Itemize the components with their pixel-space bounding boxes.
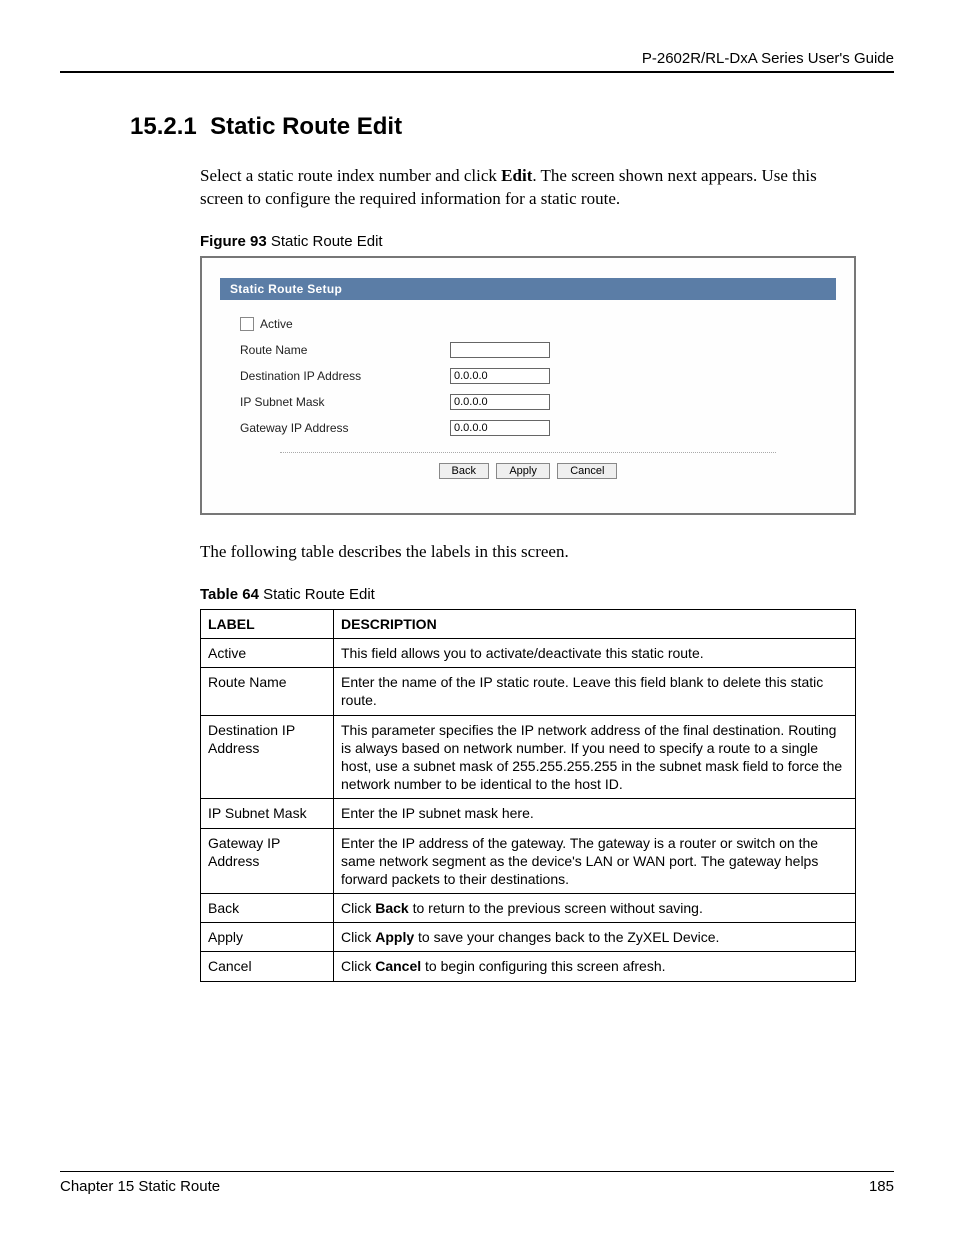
- description-table: LABEL DESCRIPTION Active This field allo…: [200, 609, 856, 982]
- table-row: IP Subnet Mask Enter the IP subnet mask …: [201, 799, 856, 828]
- table-row: Cancel Click Cancel to begin configuring…: [201, 952, 856, 981]
- cell-desc: Enter the IP address of the gateway. The…: [334, 828, 856, 894]
- figure-number: Figure 93: [200, 233, 267, 250]
- cell-desc: Enter the IP subnet mask here.: [334, 799, 856, 828]
- header-guide-title: P-2602R/RL-DxA Series User's Guide: [60, 50, 894, 73]
- table-caption: Table 64 Static Route Edit: [200, 586, 894, 603]
- table-row: Active This field allows you to activate…: [201, 639, 856, 668]
- table-header-row: LABEL DESCRIPTION: [201, 609, 856, 638]
- route-name-input[interactable]: [450, 342, 550, 358]
- table-row: Destination IP Address This parameter sp…: [201, 715, 856, 799]
- th-description: DESCRIPTION: [334, 609, 856, 638]
- footer-page-number: 185: [869, 1178, 894, 1195]
- intro-before: Select a static route index number and c…: [200, 166, 501, 185]
- back-button[interactable]: Back: [439, 463, 489, 479]
- panel-body: Active Route Name Destination IP Address…: [220, 300, 836, 489]
- cell-desc: Click Apply to save your changes back to…: [334, 923, 856, 952]
- figure-screenshot: Static Route Setup Active Route Name Des…: [200, 256, 856, 515]
- subnet-label: IP Subnet Mask: [240, 395, 450, 409]
- row-route-name: Route Name: [240, 340, 816, 360]
- gateway-label: Gateway IP Address: [240, 421, 450, 435]
- cell-desc: Enter the name of the IP static route. L…: [334, 668, 856, 715]
- cell-label: Active: [201, 639, 334, 668]
- cell-label: Apply: [201, 923, 334, 952]
- subnet-input[interactable]: [450, 394, 550, 410]
- panel-title: Static Route Setup: [220, 278, 836, 300]
- th-label: LABEL: [201, 609, 334, 638]
- table-row: Apply Click Apply to save your changes b…: [201, 923, 856, 952]
- cell-label: Back: [201, 894, 334, 923]
- table-title: Static Route Edit: [259, 586, 375, 603]
- row-dest-ip: Destination IP Address: [240, 366, 816, 386]
- button-row: Back Apply Cancel: [240, 463, 816, 479]
- table-number: Table 64: [200, 586, 259, 603]
- row-subnet: IP Subnet Mask: [240, 392, 816, 412]
- cancel-button[interactable]: Cancel: [557, 463, 617, 479]
- footer: Chapter 15 Static Route 185: [60, 1171, 894, 1195]
- row-gateway: Gateway IP Address: [240, 418, 816, 438]
- intro-paragraph: Select a static route index number and c…: [200, 165, 860, 211]
- section-heading: 15.2.1 Static Route Edit: [130, 113, 894, 141]
- cell-label: Gateway IP Address: [201, 828, 334, 894]
- row-active: Active: [240, 314, 816, 334]
- cell-label: IP Subnet Mask: [201, 799, 334, 828]
- figure-title: Static Route Edit: [267, 233, 383, 250]
- cell-label: Destination IP Address: [201, 715, 334, 799]
- cell-desc: This field allows you to activate/deacti…: [334, 639, 856, 668]
- footer-chapter: Chapter 15 Static Route: [60, 1178, 220, 1195]
- active-label: Active: [260, 317, 293, 331]
- section-number: 15.2.1: [130, 113, 197, 140]
- dest-ip-input[interactable]: [450, 368, 550, 384]
- apply-button[interactable]: Apply: [496, 463, 550, 479]
- cell-desc: Click Cancel to begin configuring this s…: [334, 952, 856, 981]
- active-checkbox[interactable]: [240, 317, 254, 331]
- cell-label: Cancel: [201, 952, 334, 981]
- dest-ip-label: Destination IP Address: [240, 369, 450, 383]
- table-row: Back Click Back to return to the previou…: [201, 894, 856, 923]
- separator: [280, 452, 776, 453]
- cell-label: Route Name: [201, 668, 334, 715]
- cell-desc: This parameter specifies the IP network …: [334, 715, 856, 799]
- table-row: Gateway IP Address Enter the IP address …: [201, 828, 856, 894]
- table-row: Route Name Enter the name of the IP stat…: [201, 668, 856, 715]
- figure-caption: Figure 93 Static Route Edit: [200, 233, 894, 250]
- gateway-input[interactable]: [450, 420, 550, 436]
- intro-bold: Edit: [501, 166, 532, 185]
- cell-desc: Click Back to return to the previous scr…: [334, 894, 856, 923]
- route-name-label: Route Name: [240, 343, 450, 357]
- section-title: Static Route Edit: [210, 113, 402, 140]
- mid-paragraph: The following table describes the labels…: [200, 541, 860, 564]
